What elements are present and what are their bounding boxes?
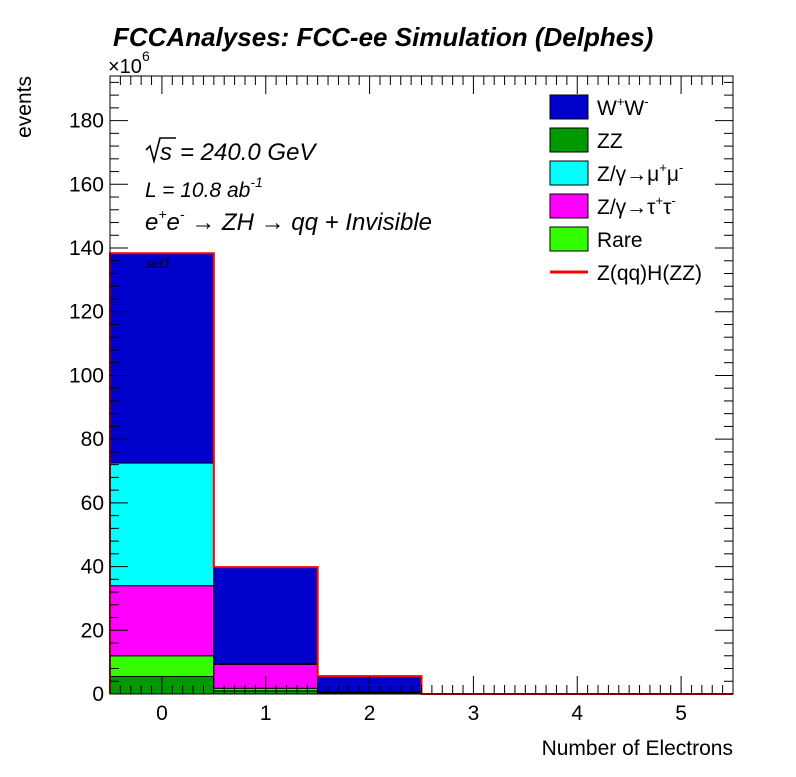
superscript-part: + [158,206,166,222]
bar-rare-0 [110,656,214,677]
y-axis-label: events [13,76,36,138]
x-tick-label: 5 [675,702,687,725]
legend-label: Rare [597,229,643,252]
bar-z-0 [110,586,214,656]
y-tick-label: 100 [69,364,104,387]
legend-entry-w-w: W+W- [550,94,649,120]
luminosity-text: L = 10.8 ab [145,179,251,202]
legend-swatch [550,227,588,251]
text-part: → ZH → qq + Invisible [185,209,432,236]
bar-z-0 [110,463,214,586]
superscript-part: + [659,160,667,175]
text-part: W [597,97,617,120]
sqrt-s-letter: s [160,139,172,166]
y-tick-label: 60 [81,492,104,515]
superscript-part: - [679,160,683,175]
superscript-part: + [655,193,663,208]
y-tick-label: 180 [69,110,104,133]
sqrt-s-value: = 240.0 GeV [180,139,317,166]
y-tick-label: 40 [81,556,104,579]
legend-swatch [550,161,588,185]
y-tick-label: 0 [92,683,104,706]
text-part: ZZ [597,130,623,153]
bar-w-w-0 [110,253,214,463]
legend-label: Z(qq)H(ZZ) [597,262,702,285]
legend-label: ZZ [597,130,623,153]
luminosity-annotation: L = 10.8 ab-1 [145,174,263,202]
luminosity-exponent: -1 [250,174,262,190]
y-tick-label: 160 [69,173,104,196]
legend-swatch [550,194,588,218]
x-tick-label: 4 [571,702,583,725]
x-tick-label: 3 [468,702,480,725]
y-multiplier-exponent: 6 [142,48,150,64]
legend-label: Z/γ→τ+τ- [597,193,676,219]
legend-entry-rare: Rare [550,227,643,252]
selection-label: sel1 [145,255,171,271]
text-part: Z/γ→τ [597,196,656,219]
sqrt-s-annotation: s = 240.0 GeV [146,138,317,166]
legend-swatch [550,95,588,119]
x-axis-label: Number of Electrons [542,737,733,760]
superscript-part: + [617,94,625,109]
x-tick-label: 1 [260,702,272,725]
process-annotation: e+e- → ZH → qq + Invisible [145,206,432,236]
text-part: e [145,209,158,236]
y-tick-label: 80 [81,428,104,451]
y-tick-label: 120 [69,301,104,324]
text-part: Z(qq)H(ZZ) [597,262,702,285]
y-multiplier-base: ×10 [108,56,142,78]
superscript-part: - [671,193,675,208]
text-part: Rare [597,229,643,252]
superscript-part: - [644,94,648,109]
y-tick-label: 20 [81,619,104,642]
text-part: W [624,97,644,120]
x-tick-label: 2 [364,702,376,725]
legend-swatch [550,128,588,152]
bar-w-w-1 [214,567,318,664]
text-part: e [167,209,180,236]
chart-title: FCCAnalyses: FCC-ee Simulation (Delphes) [113,22,653,52]
x-tick-label: 0 [156,702,168,725]
legend-label: Z/γ→μ+μ- [597,160,683,186]
y-tick-label: 140 [69,237,104,260]
text-part: μ [667,163,679,186]
text-part: Z/γ→μ [597,163,659,186]
legend-entry-zz: ZZ [550,128,623,153]
